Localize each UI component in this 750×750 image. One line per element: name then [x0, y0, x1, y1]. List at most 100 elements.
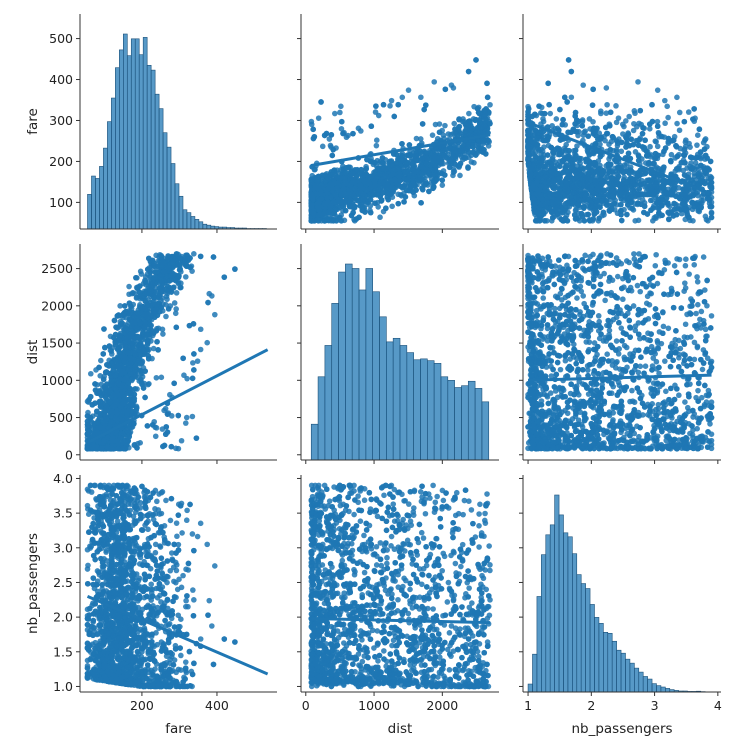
scatter-point [443, 146, 449, 152]
scatter-point [345, 164, 352, 170]
scatter-point [618, 148, 625, 155]
scatter-point [315, 115, 322, 121]
scatter-point [662, 97, 668, 104]
scatter-point [565, 57, 572, 63]
scatter-point [419, 164, 425, 170]
scatter-point [528, 124, 535, 131]
scatter-point [324, 195, 330, 201]
scatter-point [456, 124, 462, 130]
scatter-point [576, 155, 583, 162]
scatter-point [454, 132, 461, 139]
scatter-point [689, 199, 695, 206]
scatter-point [568, 68, 575, 75]
scatter-point [589, 102, 596, 108]
scatter-point [544, 152, 551, 158]
scatter-point [624, 178, 630, 185]
scatter-point [626, 113, 632, 120]
scatter-point [406, 142, 413, 148]
scatter-point [316, 211, 323, 218]
scatter-point [370, 191, 377, 198]
scatter-point [465, 68, 472, 75]
scatter-point [549, 209, 555, 215]
scatter-point [619, 121, 626, 128]
scatter-point [355, 197, 361, 204]
scatter-point [487, 101, 493, 108]
scatter-point [696, 126, 703, 133]
scatter-point [573, 206, 579, 213]
scatter-point [674, 120, 680, 127]
scatter-point [338, 118, 345, 125]
scatter-point [572, 147, 579, 154]
scatter-point [683, 137, 689, 143]
histogram-bar [170, 163, 176, 229]
scatter-point [343, 169, 349, 176]
histogram-bar [87, 194, 92, 229]
scatter-point [440, 132, 447, 139]
scatter-point [442, 86, 449, 93]
scatter-point [664, 103, 670, 110]
scatter-point [413, 135, 420, 142]
scatter-point [412, 153, 419, 160]
scatter-point [340, 203, 347, 210]
histogram-bar [194, 219, 200, 229]
scatter-point [540, 137, 547, 144]
scatter-point [556, 163, 563, 170]
scatter-point [335, 197, 342, 204]
scatter-point [457, 160, 464, 167]
scatter-point [635, 217, 642, 224]
scatter-point [615, 115, 622, 121]
scatter-point [597, 153, 604, 160]
scatter-point [377, 171, 383, 177]
scatter-point [568, 94, 575, 101]
scatter-point [553, 116, 560, 122]
scatter-point [431, 79, 438, 85]
scatter-point [702, 136, 709, 142]
scatter-point [564, 193, 571, 199]
scatter-point [327, 181, 334, 188]
scatter-point [705, 218, 711, 224]
scatter-point [334, 174, 341, 181]
scatter-point [648, 207, 654, 213]
scatter-point [367, 196, 374, 203]
scatter-point [596, 215, 602, 222]
scatter-point [330, 146, 337, 153]
scatter-point [309, 209, 316, 216]
scatter-point [475, 128, 482, 135]
scatter-point [574, 215, 580, 222]
scatter-point [598, 110, 604, 117]
panel-body [87, 33, 267, 229]
scatter-point [450, 169, 457, 176]
scatter-point [388, 162, 395, 169]
scatter-point [318, 99, 324, 105]
scatter-point [607, 146, 614, 153]
scatter-point [613, 103, 619, 109]
scatter-point [476, 110, 483, 117]
scatter-point [350, 177, 356, 184]
histogram-bar [115, 67, 120, 229]
scatter-point [343, 134, 350, 141]
scatter-point [337, 109, 343, 116]
scatter-point [558, 216, 565, 223]
scatter-point [655, 129, 662, 136]
histogram-bar [91, 175, 96, 229]
y-tick-label: 200 [49, 154, 73, 169]
histogram-bar [190, 216, 196, 229]
scatter-point [359, 204, 366, 211]
scatter-point [484, 137, 491, 144]
scatter-point [377, 214, 383, 221]
scatter-point [630, 141, 637, 148]
histogram-bar [174, 183, 180, 229]
scatter-point [555, 211, 561, 217]
scatter-point [606, 169, 612, 176]
scatter-point [390, 171, 396, 177]
scatter-point [350, 201, 356, 207]
scatter-point [478, 124, 485, 131]
histogram-bar [182, 209, 188, 229]
scatter-point [623, 144, 629, 150]
scatter-point [539, 148, 546, 154]
scatter-point [448, 160, 455, 167]
scatter-point [547, 110, 554, 117]
scatter-point [468, 159, 475, 165]
scatter-point [560, 116, 566, 123]
scatter-point [647, 177, 653, 184]
